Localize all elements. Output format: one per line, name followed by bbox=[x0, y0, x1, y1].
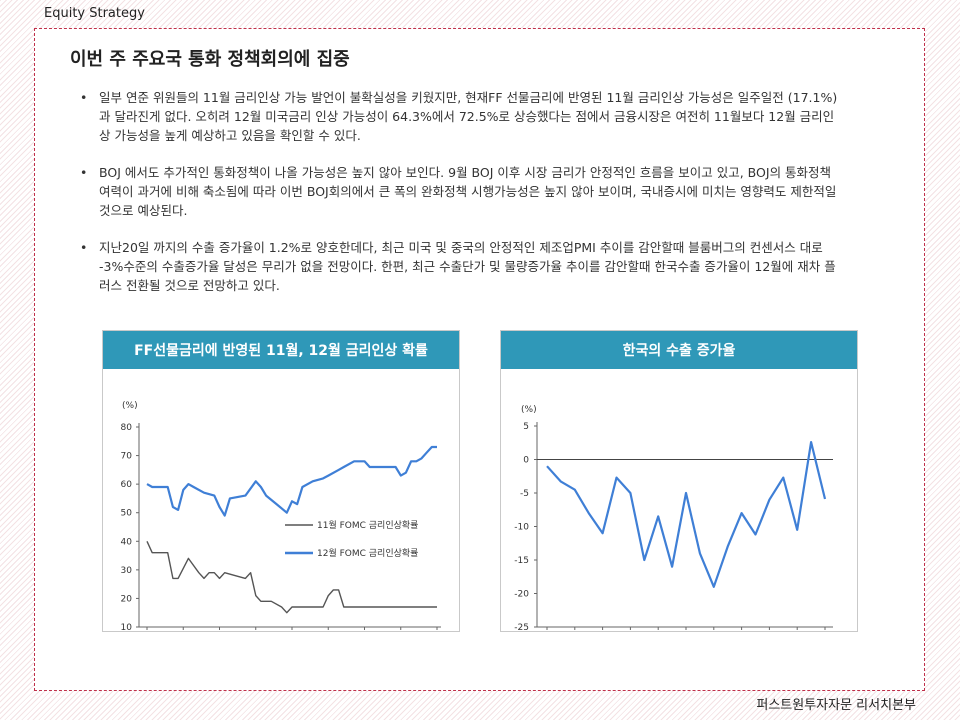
y-tick-label: 5 bbox=[523, 422, 529, 432]
y-tick-label: 80 bbox=[121, 423, 133, 433]
bullet-list: • 일부 연준 위원들의 11월 금리인상 가능 발언이 불확실성을 키웠지만, … bbox=[80, 88, 840, 313]
bullet-text-3: 지난20일 까지의 수출 증가율이 1.2%로 양호한데다, 최근 미국 및 중… bbox=[99, 240, 836, 293]
bullet-text-1: 일부 연준 위원들의 11월 금리인상 가능 발언이 불확실성을 키웠지만, 현… bbox=[99, 90, 838, 143]
bullet-item-1: • 일부 연준 위원들의 11월 금리인상 가능 발언이 불확실성을 키웠지만, … bbox=[80, 88, 840, 145]
bullet-text-2: BOJ 에서도 추가적인 통화정책이 나올 가능성은 높지 않아 보인다. 9월… bbox=[99, 165, 837, 218]
chart-title: FF선물금리에 반영된 11월, 12월 금리인상 확률 bbox=[103, 331, 459, 369]
legend-label-2: 12월 FOMC 금리인상확률 bbox=[317, 547, 418, 559]
chart-title: 한국의 수출 증가율 bbox=[501, 331, 857, 369]
bullet-marker: • bbox=[80, 90, 88, 105]
export-growth-chart-plot: (%)50-5-10-15-20-25'15.1'15.3'15.5'15.7'… bbox=[514, 405, 833, 631]
y-tick-label: 60 bbox=[121, 480, 133, 490]
series-line-1 bbox=[146, 541, 437, 614]
y-tick-label: -15 bbox=[514, 556, 529, 566]
export-growth-chart: 한국의 수출 증가율 (%)50-5-10-15-20-25'15.1'15.3… bbox=[500, 330, 858, 632]
ff-futures-chart-plot: (%)10203040506070809.19.89.159.229.2910.… bbox=[121, 401, 441, 631]
y-axis-unit: (%) bbox=[122, 401, 138, 411]
section-label: Equity Strategy bbox=[44, 6, 145, 21]
y-tick-label: 10 bbox=[121, 623, 133, 631]
export-growth-line bbox=[546, 440, 827, 588]
legend-label-1: 11월 FOMC 금리인상확률 bbox=[317, 519, 418, 531]
y-tick-label: 50 bbox=[121, 509, 133, 519]
y-tick-label: -20 bbox=[514, 590, 529, 600]
y-tick-label: -25 bbox=[514, 623, 529, 631]
bullet-marker: • bbox=[80, 240, 88, 255]
y-tick-label: -10 bbox=[514, 523, 529, 533]
y-axis-unit: (%) bbox=[521, 405, 537, 415]
y-tick-label: 0 bbox=[523, 456, 529, 466]
bullet-item-2: • BOJ 에서도 추가적인 통화정책이 나올 가능성은 높지 않아 보인다. 9… bbox=[80, 163, 840, 220]
ff-futures-chart: FF선물금리에 반영된 11월, 12월 금리인상 확률 (%) 10 20 30 40… bbox=[102, 330, 460, 632]
y-tick-label: -5 bbox=[520, 489, 529, 499]
series-line-2 bbox=[146, 445, 437, 517]
y-tick-label: 30 bbox=[121, 566, 133, 576]
y-tick-label: 40 bbox=[121, 537, 133, 547]
y-tick-label: 20 bbox=[121, 594, 133, 604]
footer-label: 퍼스트원투자자문 리서치본부 bbox=[756, 698, 916, 713]
page-title: 이번 주 주요국 통화 정책회의에 집중 bbox=[70, 49, 350, 70]
bullet-item-3: • 지난20일 까지의 수출 증가율이 1.2%로 양호한데다, 최근 미국 및 … bbox=[80, 238, 840, 295]
bullet-marker: • bbox=[80, 165, 88, 180]
y-tick-label: 70 bbox=[121, 452, 133, 462]
